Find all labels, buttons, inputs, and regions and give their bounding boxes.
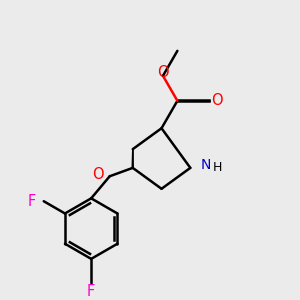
- Text: H: H: [212, 160, 222, 173]
- Text: F: F: [27, 194, 36, 209]
- Text: N: N: [200, 158, 211, 172]
- Text: F: F: [87, 284, 95, 299]
- Polygon shape: [132, 149, 133, 168]
- Text: O: O: [157, 65, 169, 80]
- Text: O: O: [212, 93, 223, 108]
- Text: O: O: [92, 167, 104, 182]
